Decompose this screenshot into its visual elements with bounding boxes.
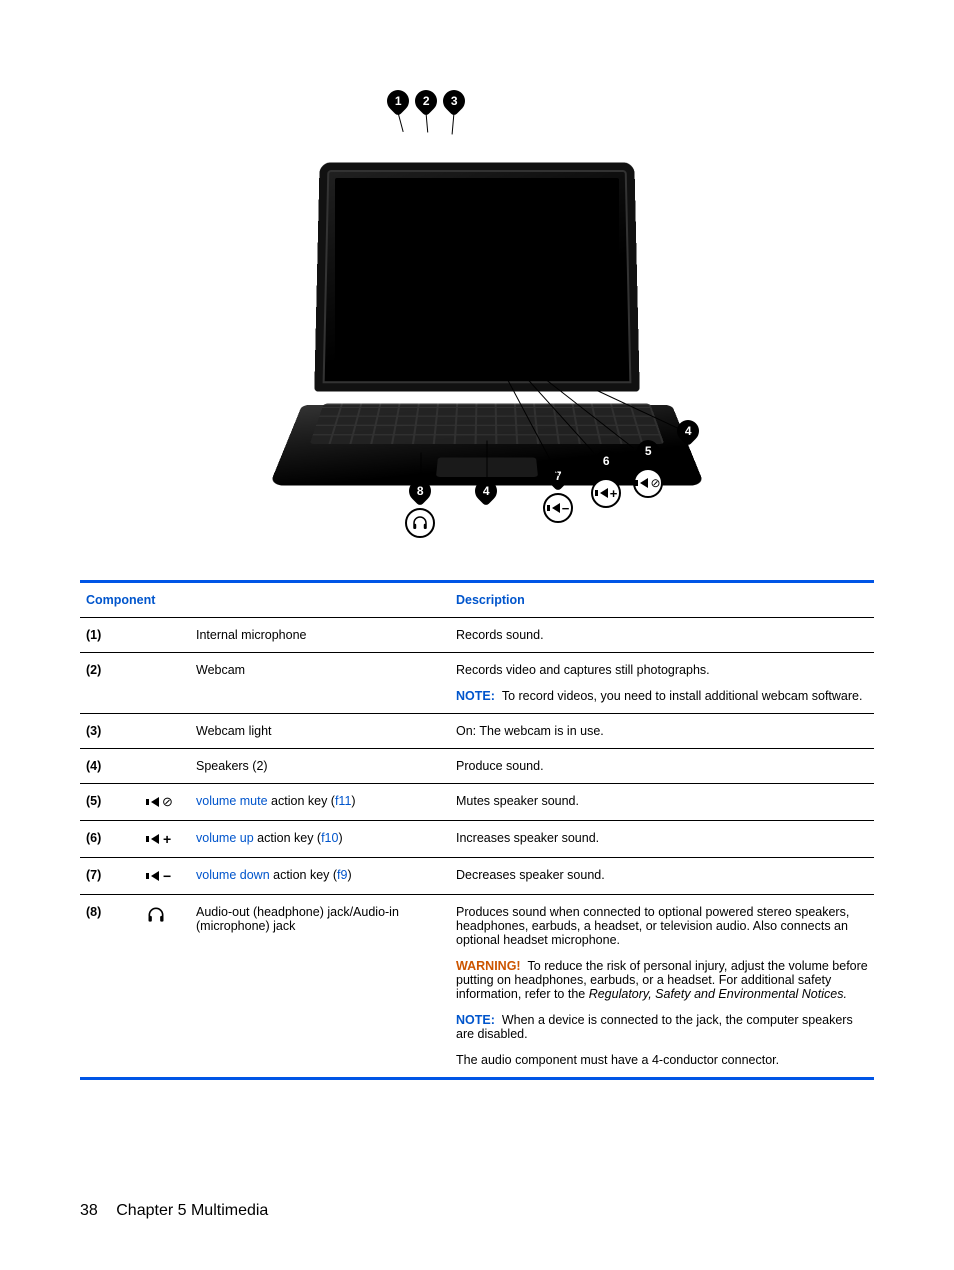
table-row: (4) Speakers (2)Produce sound.: [80, 749, 874, 784]
table-row: (5) ⊘ volume mute action key (f11)Mutes sp…: [80, 784, 874, 821]
mute-icon: ⊘: [146, 794, 173, 810]
page-footer: 38 Chapter 5 Multimedia: [80, 1202, 268, 1220]
row-description: Decreases speaker sound.: [450, 858, 874, 895]
components-table: Component Description (1) Internal microp…: [80, 580, 874, 1080]
row-description: Produce sound.: [450, 749, 874, 784]
mute-icon-circle: ⊘: [633, 468, 663, 498]
voldown-icon-circle: −: [543, 493, 573, 523]
row-component: volume up action key (f10): [190, 821, 450, 858]
table-row: (2) WebcamRecords video and captures stil…: [80, 653, 874, 714]
row-component: volume mute action key (f11): [190, 784, 450, 821]
row-description: Records video and captures still photogr…: [450, 653, 874, 714]
volup-icon-circle: +: [591, 478, 621, 508]
volume-down-icon: −: [146, 868, 171, 884]
chapter-label: Chapter 5 Multimedia: [116, 1202, 268, 1219]
table-row: (1) Internal microphoneRecords sound.: [80, 618, 874, 653]
row-component: Internal microphone: [190, 618, 450, 653]
row-icon: −: [140, 858, 190, 895]
row-component: Speakers (2): [190, 749, 450, 784]
row-component: Audio-out (headphone) jack/Audio-in (mic…: [190, 895, 450, 1079]
row-icon: [140, 749, 190, 784]
row-number: (4): [80, 749, 140, 784]
row-icon: [140, 618, 190, 653]
table-row: (8) Audio-out (headphone) jack/Audio-in (…: [80, 895, 874, 1079]
row-number: (1): [80, 618, 140, 653]
headphone-icon-circle: [405, 508, 435, 538]
row-description: Records sound.: [450, 618, 874, 653]
row-component: Webcam light: [190, 714, 450, 749]
row-icon: ⊘: [140, 784, 190, 821]
row-icon: [140, 653, 190, 714]
page-number: 38: [80, 1202, 98, 1219]
row-description: Produces sound when connected to optiona…: [450, 895, 874, 1079]
laptop-diagram: 1 2 3 4 5 ⊘ 6 + 7 − 4 8: [237, 80, 717, 550]
volume-up-icon: +: [146, 831, 171, 847]
row-component: Webcam: [190, 653, 450, 714]
row-number: (8): [80, 895, 140, 1079]
row-number: (2): [80, 653, 140, 714]
headphone-icon: [146, 914, 166, 928]
header-component: Component: [80, 582, 450, 618]
row-icon: +: [140, 821, 190, 858]
table-row: (3) Webcam lightOn: The webcam is in use.: [80, 714, 874, 749]
row-description: On: The webcam is in use.: [450, 714, 874, 749]
document-page: 1 2 3 4 5 ⊘ 6 + 7 − 4 8: [0, 0, 954, 1120]
row-icon: [140, 714, 190, 749]
row-number: (6): [80, 821, 140, 858]
row-icon: [140, 895, 190, 1079]
table-row: (6) + volume up action key (f10)Increases …: [80, 821, 874, 858]
header-description: Description: [450, 582, 874, 618]
row-number: (3): [80, 714, 140, 749]
row-number: (7): [80, 858, 140, 895]
row-description: Mutes speaker sound.: [450, 784, 874, 821]
row-description: Increases speaker sound.: [450, 821, 874, 858]
row-component: volume down action key (f9): [190, 858, 450, 895]
table-row: (7)− volume down action key (f9)Decreases…: [80, 858, 874, 895]
row-number: (5): [80, 784, 140, 821]
